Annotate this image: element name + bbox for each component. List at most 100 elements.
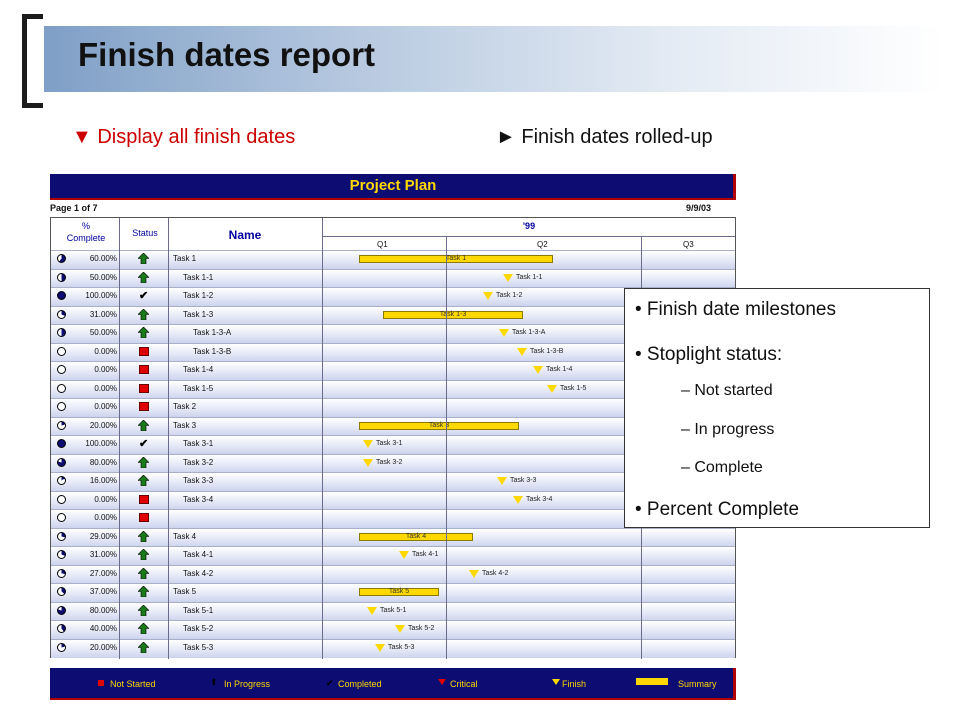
percent-pie-icon <box>57 568 66 578</box>
in-progress-arrow-icon <box>138 271 149 283</box>
quarter-q1: Q1 <box>377 240 388 249</box>
finish-milestone-icon <box>363 458 373 467</box>
in-progress-arrow-icon <box>138 549 149 560</box>
callout-not-started: – Not started <box>681 382 773 399</box>
gantt-grid: % Complete Status Name '99 Q1 Q2 Q3 60.0… <box>50 217 736 659</box>
not-started-icon <box>139 365 149 374</box>
milestone-label: Task 4-2 <box>482 569 509 577</box>
task-name: Task 1-3 <box>183 309 214 319</box>
in-progress-arrow-icon <box>138 623 149 634</box>
in-progress-arrow-icon <box>138 456 149 468</box>
percent-complete: 29.00% <box>89 531 117 541</box>
report-date: 9/9/03 <box>686 203 712 213</box>
percent-complete: 50.00% <box>89 328 117 337</box>
milestone-label: Task 1-4 <box>546 366 573 373</box>
legend-not-started: Not Started <box>110 679 156 689</box>
percent-complete: 37.00% <box>89 587 117 596</box>
bar-label: Task 4 <box>405 532 427 540</box>
percent-complete: 16.00% <box>89 476 117 485</box>
percent-pie-icon <box>57 420 66 430</box>
bar-label: Task 3 <box>428 421 450 429</box>
table-row <box>51 379 735 399</box>
callout-stoplight: • Stoplight status: <box>635 344 783 365</box>
finish-milestone-icon <box>533 366 543 374</box>
task-name: Task 5-3 <box>183 642 214 652</box>
percent-pie-icon <box>57 365 66 374</box>
percent-complete: 0.00% <box>94 346 117 356</box>
percent-pie-icon <box>57 383 66 393</box>
col-line <box>322 218 323 659</box>
legend-critical-icon <box>438 679 446 685</box>
percent-pie-icon <box>57 457 66 467</box>
task-name: Task 4-1 <box>183 550 214 559</box>
title-band <box>44 26 944 92</box>
percent-complete: 31.00% <box>89 309 117 319</box>
percent-complete: 100.00% <box>85 291 117 300</box>
table-row <box>51 435 735 454</box>
percent-complete: 0.00% <box>94 383 117 393</box>
percent-pie-icon <box>57 254 66 263</box>
bar-label: Task 5 <box>388 588 410 595</box>
percent-complete: 60.00% <box>89 254 117 263</box>
table-row <box>51 472 735 491</box>
finish-milestone-icon <box>499 329 509 337</box>
in-progress-arrow-icon <box>138 586 149 597</box>
task-name: Task 4 <box>173 531 197 541</box>
table-row <box>51 620 735 639</box>
legend: Not Started ⬆ In Progress ✔ Completed Cr… <box>50 668 736 700</box>
task-name: Task 5-1 <box>183 605 214 615</box>
legend-completed: Completed <box>338 679 382 689</box>
callout-milestones: • Finish date milestones <box>635 299 836 320</box>
summary-bar: Task 1 <box>359 255 553 263</box>
table-row <box>51 287 735 306</box>
milestone-label: Task 3-4 <box>526 495 553 503</box>
in-progress-arrow-icon <box>138 641 149 653</box>
milestone-label: Task 3-1 <box>376 440 403 447</box>
pct-header-2: Complete <box>66 233 106 243</box>
summary-bar: Task 3 <box>359 421 519 430</box>
legend-critical: Critical <box>450 679 478 689</box>
table-row <box>51 564 735 584</box>
quarter-divider <box>323 236 735 237</box>
percent-pie-icon <box>57 624 66 633</box>
finish-milestone-icon <box>503 273 513 282</box>
task-name: Task 3-2 <box>183 457 214 467</box>
percent-complete: 27.00% <box>89 568 117 578</box>
milestone-label: Task 1-1 <box>516 273 543 281</box>
percent-pie-icon <box>57 439 66 448</box>
col-line <box>446 236 447 659</box>
table-row <box>51 342 735 362</box>
task-name: Task 1-3-A <box>193 328 232 337</box>
task-name: Task 5-2 <box>183 624 214 633</box>
in-progress-arrow-icon <box>138 308 149 320</box>
table-row <box>51 268 735 288</box>
subtitle-display-all: ▼ Display all finish dates <box>72 126 296 148</box>
milestone-label: Task 1-3-B <box>530 347 564 355</box>
finish-milestone-icon <box>363 440 373 448</box>
task-name: Task 1 <box>173 254 197 263</box>
in-progress-arrow-icon <box>138 327 149 338</box>
percent-complete: 31.00% <box>89 550 117 559</box>
finish-milestone-icon <box>547 384 557 393</box>
task-name: Task 1-5 <box>183 383 214 393</box>
page-number: Page 1 of 7 <box>50 203 98 213</box>
percent-complete: 20.00% <box>89 642 117 652</box>
table-row <box>51 546 735 565</box>
status-header: Status <box>132 228 158 238</box>
table-row <box>51 509 735 528</box>
pct-header: % <box>81 221 90 231</box>
not-started-icon <box>139 494 149 504</box>
task-name: Task 1-4 <box>183 365 214 374</box>
finish-milestone-icon <box>469 569 479 578</box>
percent-pie-icon <box>57 291 66 300</box>
legend-finish-icon <box>552 679 560 685</box>
table-row <box>51 601 735 621</box>
table-row <box>51 638 735 658</box>
percent-pie-icon <box>57 328 66 337</box>
summary-bar: Task 4 <box>359 532 473 541</box>
milestone-label: Task 1-5 <box>560 384 587 392</box>
percent-pie-icon <box>57 476 66 485</box>
milestone-label: Task 5-3 <box>388 643 415 651</box>
milestone-label: Task 4-1 <box>412 551 439 558</box>
task-name: Task 4-2 <box>183 568 214 578</box>
